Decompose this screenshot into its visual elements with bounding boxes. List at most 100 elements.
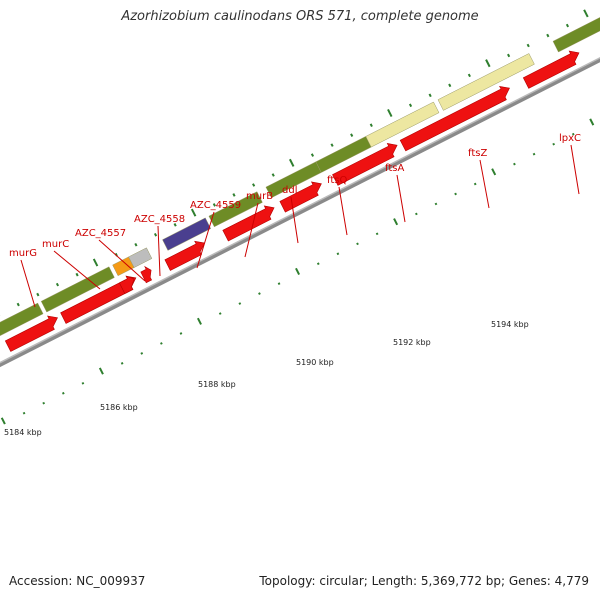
backbone-highlight	[0, 56, 600, 364]
scale-label: 5192 kbp	[393, 338, 431, 347]
scale-tick	[277, 282, 281, 286]
scale-label: 5190 kbp	[296, 358, 334, 367]
cds-arrow	[118, 275, 135, 295]
cds-arrow	[140, 265, 153, 284]
scale-tick	[336, 252, 340, 256]
top-tick	[467, 73, 471, 78]
scale-tick	[393, 218, 399, 226]
top-tick	[565, 23, 570, 28]
top-tick	[448, 83, 452, 88]
gene-label: murC	[42, 239, 69, 250]
top-tick	[369, 123, 373, 127]
leader-line	[53, 250, 101, 290]
scale-label: 5194 kbp	[491, 320, 529, 329]
top-tick	[92, 258, 99, 267]
leader-line	[396, 174, 406, 223]
top-tick	[36, 292, 40, 297]
scale-tick	[473, 182, 477, 186]
gene-label: murB	[246, 191, 273, 202]
scale-tick	[454, 192, 457, 196]
accession-text: Accession: NC_009937	[9, 574, 146, 588]
scale-tick	[513, 162, 516, 166]
scale-tick	[316, 262, 320, 266]
scale-tick	[552, 142, 556, 146]
gene-label: AZC_4558	[134, 214, 185, 225]
gene-block	[437, 53, 535, 111]
scale-tick	[81, 381, 85, 385]
leader-line	[244, 202, 259, 258]
scale-tick	[532, 152, 536, 156]
gene-block	[0, 302, 44, 337]
gene-label: ftsA	[385, 163, 404, 174]
scale-tick	[218, 312, 222, 315]
top-tick	[526, 43, 530, 48]
top-tick	[485, 59, 491, 68]
topology-text: Topology: circular; Length: 5,369,772 bp…	[259, 574, 589, 588]
gene-label: AZC_4557	[75, 228, 126, 239]
scale-label: 5188 kbp	[198, 380, 236, 389]
scale-tick	[160, 342, 163, 345]
scale-tick	[258, 292, 261, 295]
leader-line	[98, 239, 146, 282]
top-tick	[153, 233, 158, 237]
top-tick	[408, 103, 413, 108]
top-tick	[271, 173, 275, 177]
scale-tick	[0, 417, 6, 425]
scale-label: 5186 kbp	[100, 403, 138, 412]
gene-label: ftsZ	[468, 148, 487, 159]
cds-arrow	[279, 181, 322, 213]
gene-block	[365, 101, 440, 148]
map-title: Azorhizobium caulinodans ORS 571, comple…	[121, 9, 479, 24]
top-tick	[75, 272, 79, 277]
scale-tick	[61, 391, 65, 395]
scale-tick	[434, 202, 438, 206]
scale-tick	[375, 232, 379, 236]
scale-tick	[179, 332, 183, 335]
top-tick	[289, 158, 295, 167]
gene-label: ftsQ	[327, 175, 347, 186]
scale-tick	[589, 118, 595, 126]
cds-arrow	[222, 205, 275, 242]
top-tick	[507, 53, 511, 58]
top-tick	[16, 302, 20, 307]
scale-label: 5184 kbp	[4, 428, 42, 437]
leader-line	[570, 144, 580, 195]
top-tick	[190, 208, 197, 217]
top-tick	[252, 183, 256, 187]
cds-arrow	[4, 315, 58, 352]
scale-tick	[22, 411, 26, 415]
cds-arrow	[399, 86, 510, 152]
top-tick	[546, 33, 550, 38]
gene-block	[552, 17, 600, 53]
gene-block	[128, 247, 153, 268]
leader-line	[20, 259, 36, 308]
top-tick	[173, 223, 177, 227]
leader-line	[196, 211, 215, 269]
scale-tick	[295, 267, 301, 276]
scale-tick	[42, 401, 46, 405]
leader-line	[290, 196, 299, 244]
scale-tick	[120, 362, 124, 365]
gene-label: AZC_4559	[190, 200, 241, 211]
scale-tick	[356, 242, 359, 246]
scale-tick	[196, 317, 202, 325]
top-tick	[310, 153, 315, 157]
top-tick	[583, 9, 589, 18]
scale-tick	[238, 302, 242, 305]
top-tick	[330, 143, 334, 147]
backbone-line	[0, 57, 600, 368]
scale-tick	[571, 132, 575, 136]
gene-block	[162, 217, 212, 251]
cds-arrow	[332, 142, 398, 186]
scale-tick	[491, 168, 497, 176]
top-tick	[350, 133, 354, 137]
top-tick	[134, 242, 138, 247]
leader-line	[338, 186, 348, 236]
top-tick	[232, 193, 236, 197]
scale-tick	[140, 352, 144, 355]
leader-line	[157, 225, 161, 277]
scale-tick	[98, 367, 104, 375]
gene-label: murG	[9, 248, 37, 259]
top-tick	[212, 203, 216, 207]
